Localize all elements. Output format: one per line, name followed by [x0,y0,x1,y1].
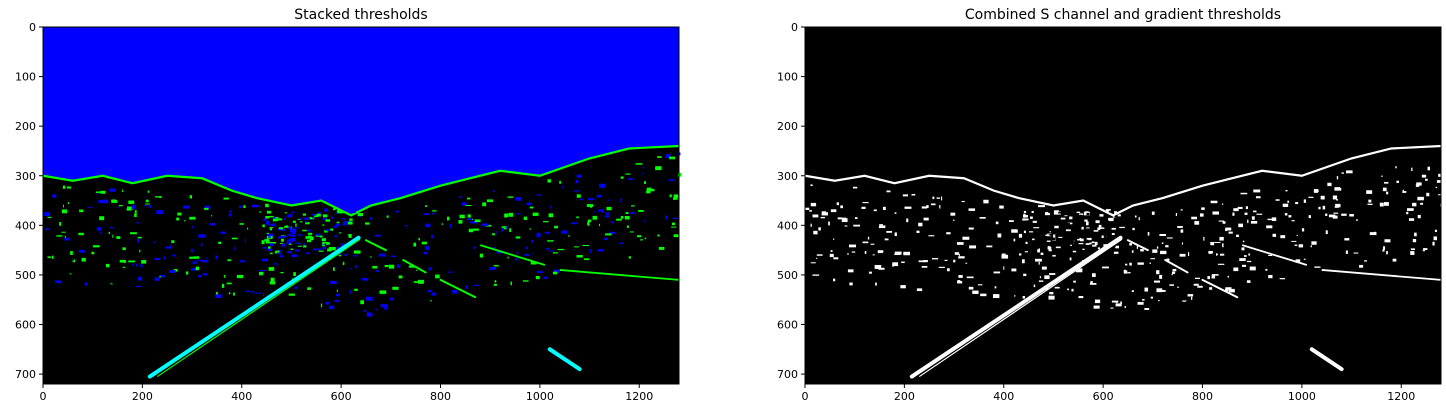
panel1-x-tick-label: 1000 [526,390,554,403]
panel1-image [42,27,682,384]
panel2-road-marking [1321,269,1442,281]
panel2-x-tick-label: 400 [993,390,1014,403]
panel1-y-tick-label: 400 [15,219,36,232]
panel1-lane-dash [364,239,387,252]
panel2-y-tick-label: 700 [777,368,798,381]
panel1-y-tick-label: 300 [15,170,36,183]
panel1-lane-dash [547,347,582,372]
panel1-road-marking [479,244,546,266]
panel1-x-tick-label: 0 [40,390,47,403]
panel1-y-tick-label: 0 [29,21,36,34]
panel2-axes-frame [804,26,1442,385]
panel1-x-tick-label: 400 [231,390,252,403]
panel2-y-tick-label: 100 [777,71,798,84]
panel2-y-tick-label: 400 [777,219,798,232]
panel1-y-tick-label: 700 [15,368,36,381]
panel2-lane-dash [1164,259,1189,274]
panel2-image [804,27,1446,384]
panel2-x-tick-label: 1200 [1387,390,1415,403]
panel2-x-tick-label: 200 [894,390,915,403]
panel1-left-lane-line [147,235,361,379]
panel2-sky-region [805,27,1441,216]
panel2-left-lane-edge [918,238,1123,378]
panel2-x-tick-label: 0 [802,390,809,403]
panel1-lane-dash [439,278,477,299]
panel1-y-tick-label: 200 [15,120,36,133]
panel2-y-tick-label: 200 [777,120,798,133]
panel1-y-tick-label: 600 [15,319,36,332]
panel1-sky-region [43,27,679,216]
panel1-x-tick-label: 800 [430,390,451,403]
panel2-horizon-edge [804,144,1442,217]
panel1-lane-dash [402,259,427,274]
panel2-y-tick-label: 0 [791,21,798,34]
panel2-y-tick-label: 300 [777,170,798,183]
panel1-horizon-edge [42,144,680,217]
panel1-y-tick-label: 100 [15,71,36,84]
panel1-x-tick-label: 200 [132,390,153,403]
panel2-y-tick-label: 600 [777,319,798,332]
panel2-x-tick-label: 800 [1192,390,1213,403]
panel1-title: Stacked thresholds [294,7,427,23]
panel2-x-tick-label: 1000 [1288,390,1316,403]
panel2-left-lane-line [909,235,1123,379]
panel2-lane-dash [1126,239,1149,252]
panel1-x-tick-label: 1200 [625,390,653,403]
panel2-road-marking [1241,244,1308,266]
panel2-x-tick-label: 600 [1093,390,1114,403]
panel2-title: Combined S channel and gradient threshol… [965,7,1281,23]
panel1-road-marking [559,269,680,281]
panel2-lane-dash [1309,347,1344,372]
panel2-y-tick-label: 500 [777,269,798,282]
panel2-lane-dash [1201,278,1239,299]
panel1-axes-frame [42,26,680,385]
panel1-terrain-texture [44,152,682,317]
panel1-y-tick-label: 500 [15,269,36,282]
panel1-x-tick-label: 600 [331,390,352,403]
panel1-left-lane-edge [156,238,361,378]
